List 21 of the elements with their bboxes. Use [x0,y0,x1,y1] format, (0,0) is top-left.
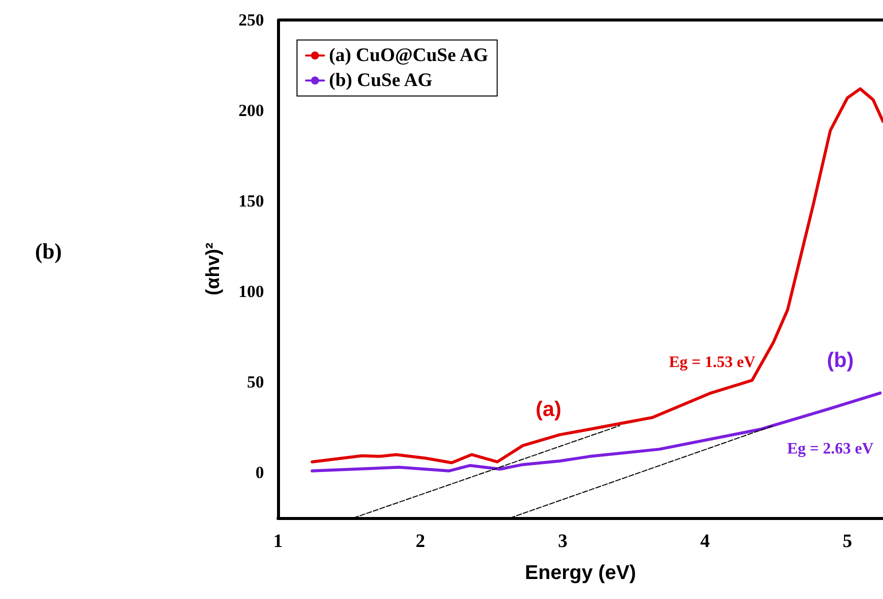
line-series [310,392,882,472]
x-tick-label: 4 [700,531,710,552]
y-tick-label: 250 [238,10,264,30]
annotation: Eg = 1.53 eV [668,354,756,371]
y-tick-label: 200 [238,101,264,120]
legend-label: (b) CuSe AG [329,70,433,91]
x-tick-label: 2 [416,531,426,552]
y-axis-title: (αhv)² [203,242,224,296]
y-tick-label: 150 [238,192,264,211]
legend-label: (a) CuO@CuSe AG [329,45,488,66]
y-tick-label: 100 [238,282,264,302]
y-tick-label: 50 [247,372,264,392]
x-tick-label: 1 [273,531,283,552]
x-tick-label: 5 [842,531,852,552]
annotation: Eg = 2.63 eV [787,440,874,458]
x-axis-title: Energy (eV) [524,562,636,584]
x-tick-label: 3 [558,531,568,552]
annotation: (b) [826,348,854,372]
text: (b) [35,238,62,264]
annotation: (a) [536,398,562,421]
y-tick-label: 0 [256,463,264,482]
